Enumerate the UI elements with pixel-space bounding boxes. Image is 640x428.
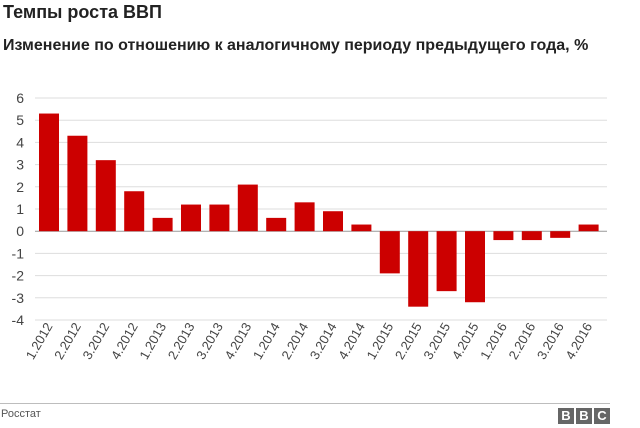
y-tick-label: -1 bbox=[12, 245, 25, 261]
y-tick-label: 5 bbox=[16, 112, 24, 128]
chart-title: Темпы роста ВВП bbox=[3, 2, 162, 22]
x-tick-label: 4.2012 bbox=[108, 320, 141, 362]
y-tick-label: 3 bbox=[16, 157, 24, 173]
x-axis-ticks: 1.20122.20123.20124.20121.20132.20133.20… bbox=[23, 320, 595, 362]
bar-3.2014 bbox=[323, 211, 343, 232]
x-tick-label: 2.2015 bbox=[392, 320, 425, 362]
x-tick-label: 3.2012 bbox=[80, 320, 113, 362]
x-tick-label: 2.2013 bbox=[165, 320, 198, 362]
y-tick-label: -4 bbox=[12, 312, 25, 328]
bars bbox=[39, 113, 599, 307]
bar-1.2016 bbox=[493, 231, 514, 241]
x-tick-label: 1.2013 bbox=[136, 320, 169, 362]
bar-2.2015 bbox=[408, 231, 429, 307]
x-tick-label: 1.2014 bbox=[250, 320, 283, 362]
grid-lines bbox=[35, 97, 607, 321]
y-tick-label: 2 bbox=[16, 179, 24, 195]
x-tick-label: 2.2014 bbox=[278, 320, 311, 362]
bar-chart: 6 5 4 3 2 1 0 -1 -2 -3 -4 1.20122.20123.20124.2012… bbox=[12, 90, 607, 362]
x-tick-label: 4.2013 bbox=[222, 320, 255, 362]
y-tick-label: 1 bbox=[16, 201, 24, 217]
bar-1.2012 bbox=[39, 113, 59, 232]
y-axis-ticks: 6 5 4 3 2 1 0 -1 -2 -3 -4 bbox=[12, 90, 25, 328]
y-tick-label: 4 bbox=[16, 134, 24, 150]
x-tick-label: 4.2015 bbox=[449, 320, 482, 362]
y-tick-label: -3 bbox=[12, 290, 25, 306]
x-tick-label: 2.2012 bbox=[51, 320, 84, 362]
bar-2.2016 bbox=[521, 231, 542, 241]
y-tick-label: -2 bbox=[12, 268, 25, 284]
y-tick-label: 0 bbox=[16, 223, 24, 239]
x-tick-label: 4.2016 bbox=[562, 320, 595, 362]
chart-subtitle: Изменение по отношению к аналогичному пе… bbox=[3, 37, 589, 54]
bar-4.2016 bbox=[578, 224, 599, 232]
bar-2.2012 bbox=[67, 135, 88, 232]
source-label: Росстат bbox=[1, 408, 41, 420]
bbc-logo-letter: B bbox=[576, 408, 592, 424]
bar-2.2013 bbox=[181, 204, 201, 232]
bbc-logo-letter: C bbox=[594, 408, 610, 424]
bar-1.2014 bbox=[266, 217, 287, 232]
x-tick-label: 3.2014 bbox=[307, 320, 340, 362]
footer-divider bbox=[0, 403, 610, 404]
bar-1.2015 bbox=[379, 231, 400, 274]
x-tick-label: 1.2012 bbox=[23, 320, 56, 362]
x-tick-label: 3.2016 bbox=[534, 320, 567, 362]
x-tick-label: 3.2013 bbox=[193, 320, 226, 362]
y-tick-label: 6 bbox=[16, 90, 24, 106]
bar-4.2015 bbox=[465, 231, 485, 303]
bbc-logo: B B C bbox=[558, 408, 610, 424]
bar-3.2015 bbox=[436, 231, 457, 292]
bar-1.2013 bbox=[152, 217, 173, 232]
bar-2.2014 bbox=[294, 202, 315, 232]
x-tick-label: 1.2015 bbox=[364, 320, 397, 362]
bar-3.2012 bbox=[95, 160, 116, 232]
bar-3.2016 bbox=[550, 231, 571, 238]
x-tick-label: 1.2016 bbox=[477, 320, 510, 362]
bbc-logo-letter: B bbox=[558, 408, 574, 424]
x-tick-label: 2.2016 bbox=[506, 320, 539, 362]
bar-4.2012 bbox=[124, 191, 145, 232]
x-tick-label: 3.2015 bbox=[420, 320, 453, 362]
bar-4.2014 bbox=[351, 224, 372, 232]
x-tick-label: 4.2014 bbox=[335, 320, 368, 362]
bar-3.2013 bbox=[209, 204, 230, 232]
bar-4.2013 bbox=[237, 184, 258, 232]
